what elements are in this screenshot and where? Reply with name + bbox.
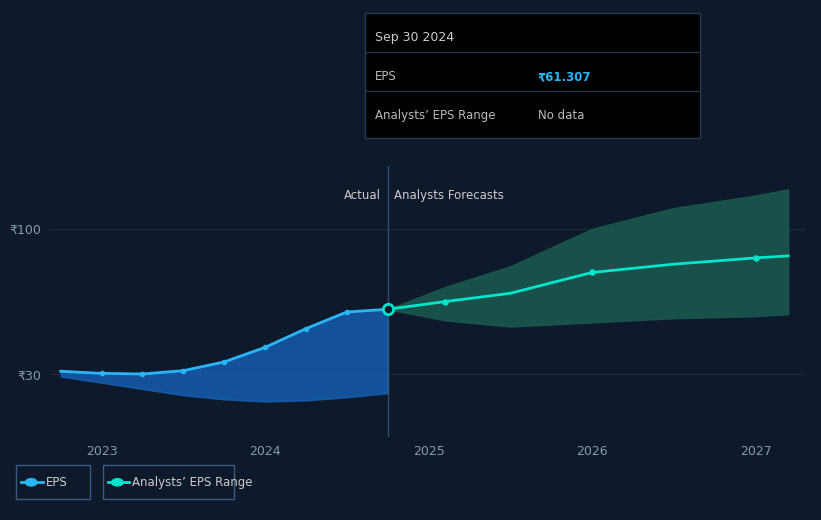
Point — [259, 343, 272, 352]
Point — [177, 367, 190, 375]
Point — [585, 268, 599, 277]
Text: Analysts’ EPS Range: Analysts’ EPS Range — [132, 476, 253, 489]
Point — [218, 358, 231, 366]
Point — [300, 324, 313, 333]
Point — [381, 305, 394, 314]
Text: Analysts’ EPS Range: Analysts’ EPS Range — [375, 109, 496, 122]
Text: Analysts Forecasts: Analysts Forecasts — [394, 189, 504, 202]
Text: Sep 30 2024: Sep 30 2024 — [375, 31, 454, 44]
Text: Actual: Actual — [344, 189, 381, 202]
Point — [340, 308, 353, 316]
Point — [136, 370, 149, 378]
Text: EPS: EPS — [46, 476, 67, 489]
Text: ₹61.307: ₹61.307 — [538, 70, 591, 83]
Text: EPS: EPS — [375, 70, 397, 83]
Point — [438, 297, 452, 306]
Text: No data: No data — [538, 109, 584, 122]
Point — [95, 369, 108, 378]
Point — [749, 254, 762, 262]
